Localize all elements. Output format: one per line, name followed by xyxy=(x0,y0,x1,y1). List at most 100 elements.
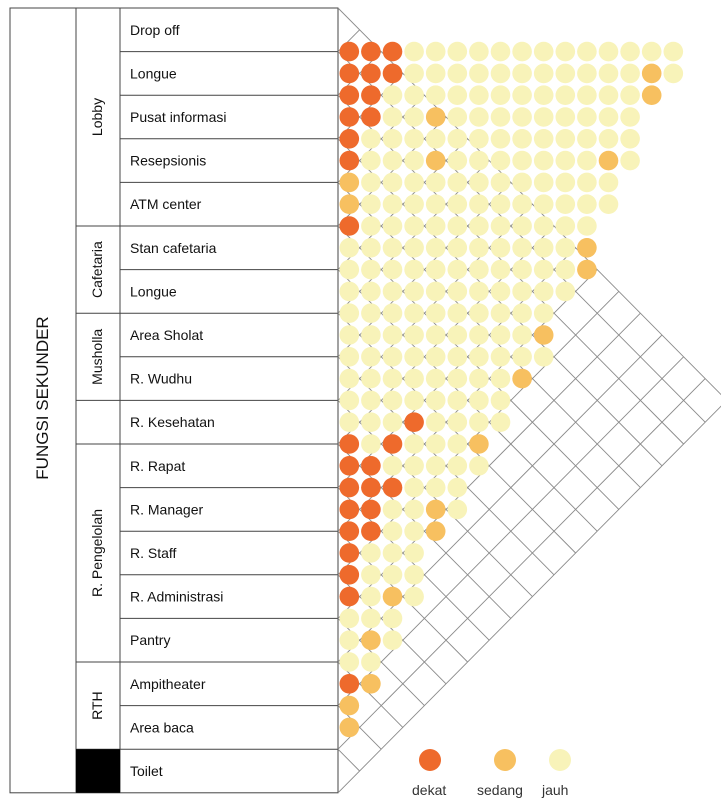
relationship-dot xyxy=(339,586,360,607)
lattice-line xyxy=(337,405,721,794)
relationship-dot xyxy=(469,63,489,84)
relationship-dot xyxy=(490,194,511,214)
relationship-dot xyxy=(339,477,360,498)
legend-label: sedang xyxy=(477,782,523,798)
relationship-dot xyxy=(469,434,489,454)
relationship-dot xyxy=(339,565,360,585)
relationship-dot xyxy=(339,129,360,149)
relationship-dot xyxy=(404,194,424,214)
row-label: R. Manager xyxy=(130,501,203,517)
relationship-dot xyxy=(339,652,360,672)
relationship-dot xyxy=(361,368,381,389)
relationship-dot xyxy=(533,259,554,280)
relationship-dot xyxy=(641,41,662,62)
relationship-dot xyxy=(447,172,468,193)
relationship-dot xyxy=(469,390,489,411)
relationship-dot xyxy=(598,41,619,62)
row-label: Longue xyxy=(130,283,177,299)
relationship-dot xyxy=(469,347,489,367)
relationship-dot xyxy=(382,172,403,193)
relationship-dot xyxy=(361,107,381,127)
relationship-dot xyxy=(512,216,532,236)
relationship-dot xyxy=(404,390,424,411)
relationship-dot xyxy=(620,107,640,127)
relationship-dot xyxy=(404,303,424,324)
relationship-dot xyxy=(404,85,424,105)
relationship-dot xyxy=(512,259,532,280)
relationship-dot xyxy=(382,608,403,629)
relationship-dot xyxy=(382,303,403,324)
relationship-dot xyxy=(490,85,511,105)
relationship-dot xyxy=(425,521,446,541)
relationship-dot xyxy=(641,85,662,105)
relationship-dot xyxy=(425,325,446,345)
relationship-dot xyxy=(598,194,619,214)
row-label: Area Sholat xyxy=(130,327,203,343)
row-label: R. Kesehatan xyxy=(130,414,215,430)
relationship-dot xyxy=(361,543,381,563)
relationship-dot xyxy=(425,477,446,498)
relationship-dot xyxy=(361,129,381,149)
relationship-dot xyxy=(382,586,403,607)
relationship-dot xyxy=(339,63,360,84)
relationship-dot xyxy=(361,238,381,258)
relationship-dot xyxy=(361,216,381,236)
group-filled-cell xyxy=(76,749,120,793)
relationship-dot xyxy=(469,238,489,258)
relationship-dot xyxy=(382,63,403,84)
relationship-dot xyxy=(339,390,360,411)
diagram-title: FUNGSI SEKUNDER xyxy=(33,316,52,479)
relationship-dot xyxy=(404,259,424,280)
relationship-dot xyxy=(339,281,360,302)
relationship-dot xyxy=(555,150,576,171)
relationship-dot xyxy=(533,325,554,345)
relationship-dot xyxy=(339,259,360,280)
relationship-dot xyxy=(339,499,360,520)
legend-label: dekat xyxy=(412,782,446,798)
relationship-dot xyxy=(512,107,532,127)
relationship-dots xyxy=(339,41,684,738)
relationship-dot xyxy=(339,347,360,367)
lattice-line xyxy=(337,661,404,728)
relationship-dot xyxy=(577,216,597,236)
relationship-dot xyxy=(425,216,446,236)
relationship-dot xyxy=(512,63,532,84)
relationship-dot xyxy=(382,150,403,171)
relationship-dot xyxy=(490,172,511,193)
row-label: R. Wudhu xyxy=(130,371,192,387)
relationship-dot xyxy=(490,216,511,236)
relationship-dot xyxy=(447,303,468,324)
relationship-dot xyxy=(382,129,403,149)
relationship-dot xyxy=(555,107,576,127)
relationship-dot xyxy=(404,325,424,345)
relationship-dot xyxy=(361,521,381,541)
relationship-dot xyxy=(382,499,403,520)
relationship-dot xyxy=(490,259,511,280)
relationship-dot xyxy=(469,456,489,476)
row-label: Pusat informasi xyxy=(130,109,226,125)
relationship-dot xyxy=(490,41,511,62)
relationship-dot xyxy=(577,150,597,171)
row-label: Toilet xyxy=(130,763,163,779)
relationship-dot xyxy=(339,608,360,629)
relationship-dot xyxy=(404,41,424,62)
relationship-dot xyxy=(512,303,532,324)
relationship-dot xyxy=(490,368,511,389)
relationship-dot xyxy=(598,85,619,105)
relationship-dot xyxy=(577,41,597,62)
relationship-dot xyxy=(447,347,468,367)
relationship-dot xyxy=(663,63,684,84)
relationship-dot xyxy=(382,194,403,214)
relationship-dot xyxy=(404,521,424,541)
relationship-dot xyxy=(425,194,446,214)
relationship-dot xyxy=(404,63,424,84)
relationship-dot xyxy=(382,477,403,498)
lattice-line xyxy=(337,203,533,401)
relationship-dot xyxy=(339,674,360,694)
relationship-dot xyxy=(469,41,489,62)
relationship-dot xyxy=(641,63,662,84)
relationship-dot xyxy=(598,172,619,193)
row-label: R. Rapat xyxy=(130,458,185,474)
relationship-dot xyxy=(447,216,468,236)
relationship-dot xyxy=(404,543,424,563)
